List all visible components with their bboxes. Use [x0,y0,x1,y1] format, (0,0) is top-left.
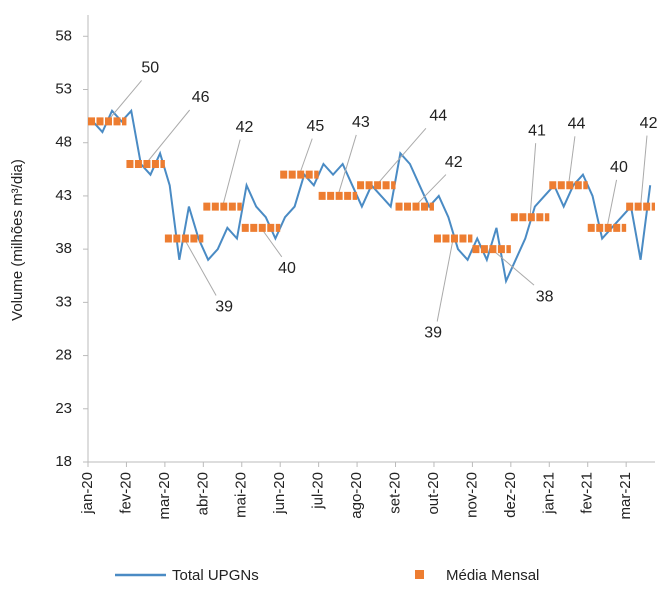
y-tick-label: 18 [55,453,72,470]
mean-label: 45 [307,118,325,135]
y-tick-label: 23 [55,400,72,417]
y-tick-label: 33 [55,293,72,310]
daily-line [92,108,652,285]
leader-line [260,227,283,258]
mean-label: 40 [610,159,628,176]
y-tick-label: 28 [55,347,72,364]
x-tick-label: fev-21 [579,472,596,514]
mean-label: 40 [278,260,296,277]
y-axis-label: Volume (milhões m³/dia) [9,159,26,321]
leader-line [337,134,357,197]
y-tick-label: 48 [55,134,72,151]
leader-line [529,143,537,218]
mean-label: 42 [236,119,254,136]
x-tick-label: jun-20 [271,472,288,515]
leader-line [375,127,427,186]
x-tick-label: jul-20 [310,472,327,510]
y-tick-label: 53 [55,80,72,97]
leader-line [568,136,576,186]
mean-label: 39 [424,325,442,342]
mean-label: 44 [568,116,586,133]
leader-line [414,174,447,207]
y-tick-label: 38 [55,240,72,257]
mean-label: 38 [536,288,554,305]
leader-line [298,138,313,175]
mean-label: 42 [445,154,463,171]
x-tick-label: abr-20 [194,472,211,515]
leader-line [222,139,241,207]
mean-label: 42 [640,115,658,132]
x-tick-label: dez-20 [502,472,519,518]
x-tick-label: mar-20 [156,472,173,520]
y-tick-label: 43 [55,187,72,204]
leader-line [145,109,191,165]
x-tick-label: mar-21 [617,472,634,520]
x-tick-label: set-20 [386,472,403,514]
leader-line [606,179,618,228]
mean-label: 44 [429,108,447,125]
x-tick-label: jan-20 [79,472,96,515]
mean-label: 39 [215,299,233,316]
mean-label: 41 [528,122,546,139]
leader-line [640,135,648,207]
x-tick-label: ago-20 [348,472,365,519]
x-tick-label: fev-20 [117,472,134,514]
leader-line [436,238,454,322]
x-tick-label: mai-20 [233,472,250,518]
legend-label: Média Mensal [446,567,539,584]
mean-label: 46 [192,89,210,106]
x-tick-label: nov-20 [463,472,480,518]
y-tick-label: 58 [55,27,72,44]
x-tick-label: out-20 [425,472,442,515]
leader-line [491,248,535,286]
leader-line [183,238,217,296]
mean-label: 50 [141,60,159,77]
legend-swatch [415,570,424,579]
leader-line [106,80,143,122]
x-tick-label: jan-21 [540,472,557,515]
mean-label: 43 [352,114,370,131]
legend-label: Total UPGNs [172,567,259,584]
